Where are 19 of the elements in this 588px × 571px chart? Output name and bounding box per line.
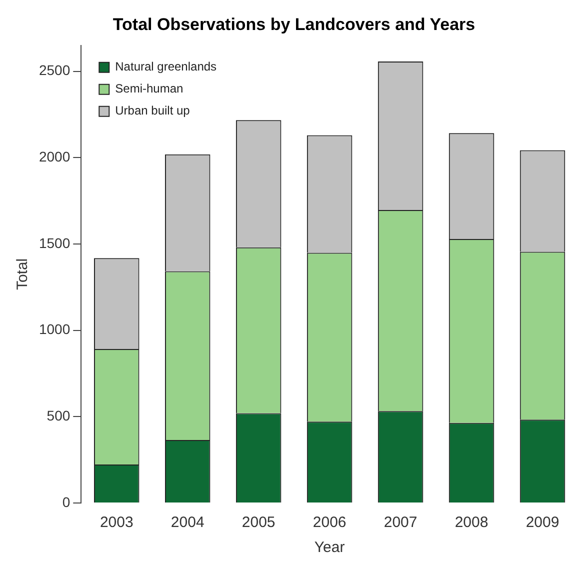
chart-title: Total Observations by Landcovers and Years: [112, 14, 476, 34]
legend-label: Semi-human: [115, 82, 184, 96]
x-tick-label: 2006: [312, 514, 346, 532]
x-axis-title: Year: [314, 539, 345, 556]
y-tick-label: 2000: [38, 148, 70, 164]
x-tick-label: 2007: [384, 514, 418, 532]
y-tick-label: 500: [46, 408, 70, 424]
y-axis-title: Total: [14, 258, 32, 290]
legend-label: Natural greenlands: [115, 60, 217, 74]
x-tick-label: 2008: [454, 514, 488, 532]
y-tick-label: 1000: [38, 321, 70, 338]
y-tick-label: 1500: [38, 234, 70, 251]
x-tick-label: 2005: [242, 514, 276, 532]
x-tick-label: 2003: [100, 514, 134, 532]
x-tick-label: 2004: [170, 514, 204, 532]
y-tick-label: 0: [62, 494, 70, 510]
x-tick-label: 2009: [526, 514, 560, 532]
legend-label: Urban built up: [115, 104, 190, 118]
y-tick-label: 2500: [38, 62, 70, 78]
